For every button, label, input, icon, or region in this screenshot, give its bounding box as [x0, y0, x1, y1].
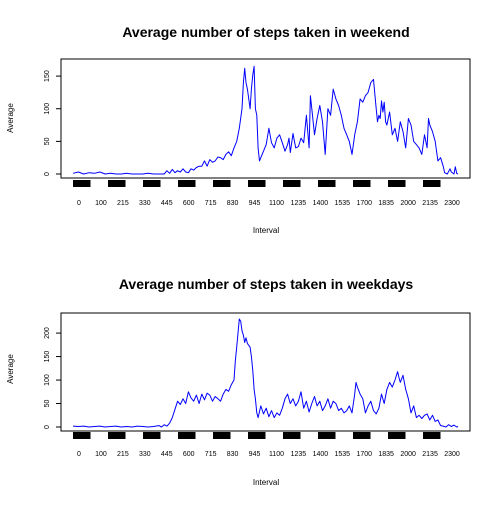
x-tick-block — [353, 180, 371, 187]
x-tick-label: 1400 — [313, 451, 329, 458]
x-tick-label: 445 — [161, 451, 173, 458]
x-tick-block — [178, 432, 196, 439]
x-tick-label: 2300 — [444, 451, 460, 458]
x-tick-label: 830 — [227, 451, 239, 458]
y-tick-label: 100 — [44, 374, 51, 386]
x-tick-label: 1700 — [356, 200, 372, 207]
x-tick-label: 215 — [117, 200, 129, 207]
x-tick-label: 215 — [117, 451, 129, 458]
x-tick-label: 100 — [95, 451, 107, 458]
x-tick-label: 330 — [139, 200, 151, 207]
x-tick-block — [248, 180, 266, 187]
panel-title: Average number of steps taken in weekend — [122, 24, 409, 40]
panel-title: Average number of steps taken in weekday… — [119, 276, 414, 292]
x-tick-block — [423, 180, 441, 187]
x-tick-block — [143, 180, 161, 187]
y-axis-label: Average — [6, 103, 15, 133]
y-tick-label: 0 — [44, 425, 51, 429]
panel-weekend: Average number of steps taken in weekend… — [6, 24, 471, 235]
y-tick-label: 0 — [44, 172, 51, 176]
x-tick-label: 1100 — [269, 200, 284, 207]
y-tick-label: 50 — [44, 400, 51, 408]
x-tick-label: 1535 — [335, 200, 351, 207]
x-tick-label: 2135 — [422, 451, 438, 458]
x-tick-block — [283, 180, 301, 187]
y-tick-label: 150 — [44, 70, 51, 82]
x-tick-block — [143, 432, 161, 439]
x-tick-block — [248, 432, 266, 439]
x-axis-label: Interval — [253, 226, 279, 235]
x-tick-label: 1835 — [378, 451, 394, 458]
x-tick-label: 2135 — [422, 200, 438, 207]
x-tick-label: 1235 — [291, 200, 307, 207]
x-tick-block — [108, 180, 126, 187]
x-tick-label: 2000 — [400, 200, 416, 207]
x-tick-label: 1700 — [356, 451, 372, 458]
x-tick-label: 2300 — [444, 200, 460, 207]
plot-frame — [60, 312, 471, 432]
x-tick-label: 330 — [139, 451, 151, 458]
panel-weekdays: Average number of steps taken in weekday… — [6, 276, 471, 487]
x-tick-block — [178, 180, 196, 187]
x-tick-label: 715 — [205, 200, 217, 207]
x-tick-label: 1235 — [291, 451, 307, 458]
x-tick-label: 600 — [183, 451, 195, 458]
y-tick-label: 150 — [44, 351, 51, 363]
x-tick-block — [388, 432, 406, 439]
x-tick-label: 715 — [205, 451, 217, 458]
x-tick-label: 0 — [77, 451, 81, 458]
y-axis-label: Average — [6, 354, 15, 384]
x-axis-label: Interval — [253, 478, 279, 487]
series-line — [72, 318, 459, 428]
x-tick-block — [388, 180, 406, 187]
x-tick-block — [73, 432, 91, 439]
x-tick-label: 1400 — [313, 200, 329, 207]
series-line — [72, 65, 459, 175]
x-tick-label: 100 — [95, 200, 107, 207]
x-tick-label: 1535 — [335, 451, 351, 458]
x-tick-label: 945 — [249, 200, 261, 207]
plot-frame — [60, 58, 471, 179]
x-tick-label: 1100 — [269, 451, 284, 458]
x-tick-label: 600 — [183, 200, 195, 207]
x-tick-block — [213, 180, 231, 187]
x-tick-label: 830 — [227, 200, 239, 207]
y-tick-label: 100 — [44, 103, 51, 115]
x-tick-label: 945 — [249, 451, 261, 458]
y-tick-label: 50 — [44, 137, 51, 145]
x-tick-label: 1835 — [378, 200, 394, 207]
x-tick-block — [318, 432, 336, 439]
x-tick-label: 2000 — [400, 451, 416, 458]
x-tick-block — [423, 432, 441, 439]
x-tick-block — [213, 432, 231, 439]
x-tick-block — [318, 180, 336, 187]
x-tick-block — [353, 432, 371, 439]
x-tick-block — [108, 432, 126, 439]
x-tick-label: 0 — [77, 200, 81, 207]
x-tick-block — [283, 432, 301, 439]
x-tick-label: 445 — [161, 200, 173, 207]
x-tick-block — [73, 180, 91, 187]
y-tick-label: 200 — [44, 327, 51, 339]
